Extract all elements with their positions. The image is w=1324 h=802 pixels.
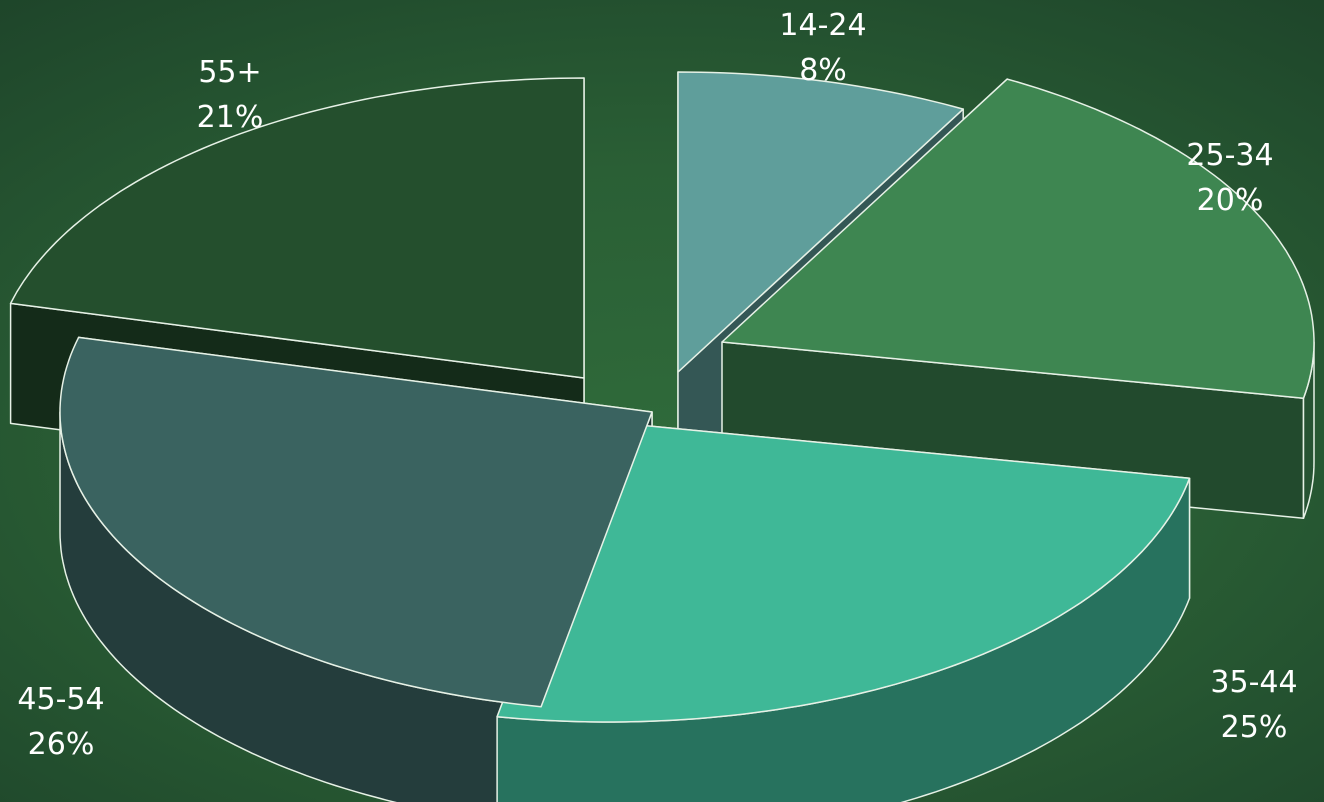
slice-percent-14-24: 8%: [799, 53, 847, 88]
slice-percent-45-54: 26%: [27, 727, 95, 762]
slice-percent-25-34: 20%: [1196, 183, 1264, 218]
slice-tops: [9, 71, 1315, 723]
slice-percent-55+: 21%: [196, 100, 264, 135]
slice-category-55+: 55+: [198, 55, 262, 90]
slice-category-35-44: 35-44: [1210, 665, 1298, 700]
slice-label-55+: 55+ 21%: [150, 50, 310, 140]
slice-label-25-34: 25-34 20%: [1150, 133, 1310, 223]
slice-25-34: [721, 78, 1315, 399]
slice-55+: [9, 77, 585, 379]
slice-category-14-24: 14-24: [779, 8, 867, 43]
slice-45-54: [59, 336, 653, 708]
slice-label-14-24: 14-24 8%: [743, 3, 903, 93]
slice-label-45-54: 45-54 26%: [0, 677, 122, 767]
slice-14-24: [677, 71, 964, 373]
slice-category-25-34: 25-34: [1186, 138, 1274, 173]
slice-category-45-54: 45-54: [17, 682, 105, 717]
slice-percent-35-44: 25%: [1220, 710, 1288, 745]
slice-label-35-44: 35-44 25%: [1184, 660, 1324, 750]
slice-35-44: [496, 421, 1191, 723]
